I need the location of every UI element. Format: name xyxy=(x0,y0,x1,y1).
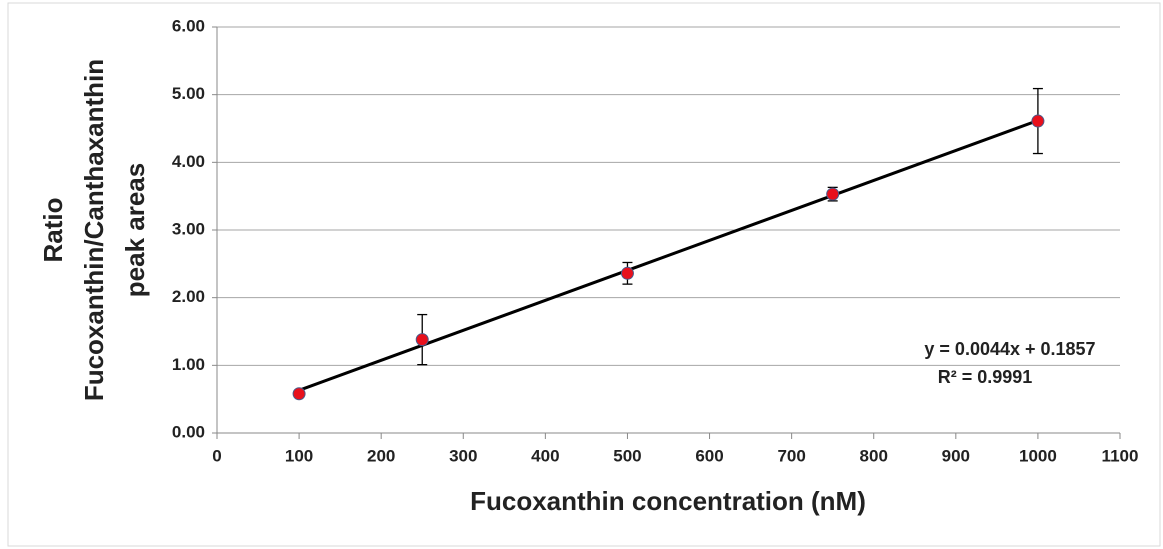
x-tick-label: 900 xyxy=(942,446,970,465)
y-tick-label: 6.00 xyxy=(172,16,205,35)
x-tick-label: 0 xyxy=(212,446,221,465)
x-tick-label: 800 xyxy=(860,446,888,465)
r-squared: R² = 0.9991 xyxy=(938,367,1033,387)
point xyxy=(415,333,429,347)
x-tick-label: 600 xyxy=(695,446,723,465)
y-tick-label: 5.00 xyxy=(172,84,205,103)
y-axis-title: peak areas xyxy=(120,163,150,297)
x-tick-label: 1000 xyxy=(1019,446,1057,465)
y-axis-title: Fucoxanthin/Canthaxanthin xyxy=(79,59,109,401)
y-tick-label: 0.00 xyxy=(172,422,205,441)
y-tick-label: 3.00 xyxy=(172,219,205,238)
equation: y = 0.0044x + 0.1857 xyxy=(924,339,1095,359)
x-tick-label: 500 xyxy=(613,446,641,465)
x-tick-label: 200 xyxy=(367,446,395,465)
point xyxy=(1031,114,1045,128)
y-tick-label: 2.00 xyxy=(172,287,205,306)
point xyxy=(292,387,306,401)
x-axis-title: Fucoxanthin concentration (nM) xyxy=(470,486,866,516)
point xyxy=(826,187,840,201)
x-tick-label: 100 xyxy=(285,446,313,465)
x-tick-label: 700 xyxy=(777,446,805,465)
x-tick-label: 300 xyxy=(449,446,477,465)
chart-frame xyxy=(7,2,1161,547)
y-tick-label: 1.00 xyxy=(172,355,205,374)
y-axis-title: Ratio xyxy=(38,198,68,263)
point xyxy=(620,266,634,280)
x-tick-label: 1100 xyxy=(1102,446,1139,465)
y-tick-label: 4.00 xyxy=(172,152,205,171)
x-tick-label: 400 xyxy=(531,446,559,465)
